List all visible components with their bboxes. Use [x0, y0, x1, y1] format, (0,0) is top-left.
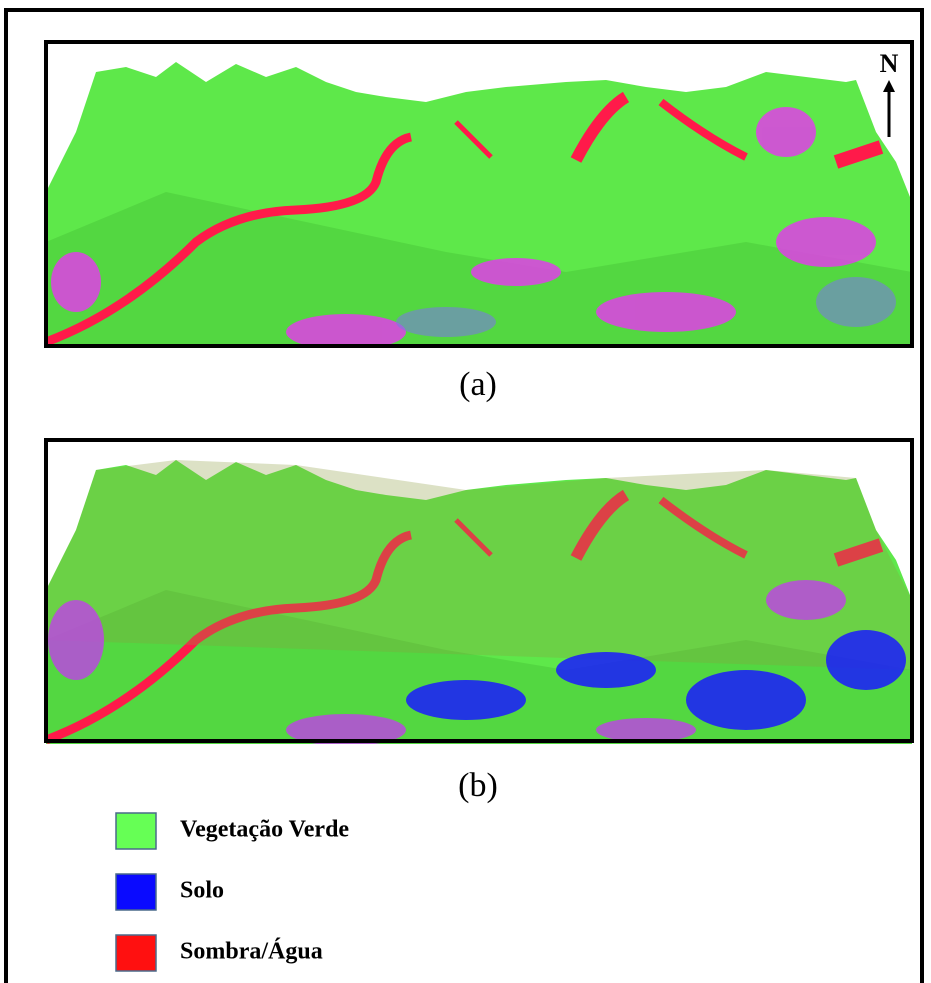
legend-label: Vegetação Verde — [180, 817, 349, 843]
panel-label: (a) — [459, 366, 497, 403]
legend-swatch — [116, 874, 156, 910]
legend: Vegetação Verde Solo Sombra/Água — [116, 813, 349, 971]
legend-swatch — [116, 813, 156, 849]
figure: N (a) (b) Vegetação Verde Solo Sombra/Água — [0, 0, 931, 983]
north-label: N — [880, 49, 899, 78]
legend-label: Solo — [180, 878, 224, 904]
panel-b — [46, 440, 912, 746]
legend-swatch — [116, 935, 156, 971]
panel-a: N — [46, 42, 912, 350]
panel-label: (b) — [458, 767, 498, 804]
legend-label: Sombra/Água — [180, 939, 323, 965]
